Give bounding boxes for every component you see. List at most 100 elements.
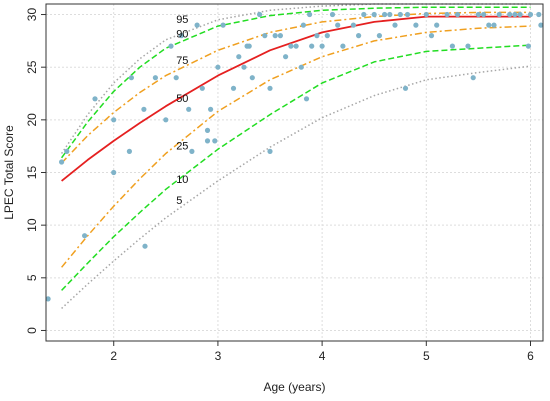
data-point bbox=[189, 148, 195, 154]
data-point bbox=[262, 33, 268, 39]
y-tick-label: 10 bbox=[25, 218, 39, 232]
y-tick-label: 25 bbox=[25, 60, 39, 74]
centile-curve-25 bbox=[61, 25, 531, 268]
data-point bbox=[382, 11, 388, 18]
data-point bbox=[404, 11, 411, 18]
centile-curves bbox=[60, 3, 531, 309]
data-point bbox=[491, 22, 497, 28]
y-tick-label: 0 bbox=[25, 327, 39, 334]
y-axis-label: LPEC Total Score bbox=[2, 125, 16, 220]
data-point bbox=[82, 233, 88, 239]
data-point bbox=[309, 43, 315, 49]
data-point bbox=[402, 85, 409, 91]
data-point bbox=[371, 11, 377, 18]
data-point bbox=[236, 54, 242, 60]
centile-label-10: 10 bbox=[176, 174, 188, 186]
data-point bbox=[324, 33, 330, 39]
y-axis: 0 5 10 15 20 25 30 bbox=[25, 8, 46, 334]
data-point bbox=[434, 22, 440, 28]
data-point bbox=[178, 33, 185, 39]
centile-curve-5 bbox=[61, 65, 531, 309]
data-point bbox=[303, 96, 310, 102]
data-point bbox=[283, 54, 289, 60]
data-point bbox=[444, 11, 450, 18]
data-point bbox=[111, 169, 117, 176]
data-point bbox=[92, 96, 98, 102]
centile-curve-90 bbox=[60, 6, 531, 159]
data-point bbox=[142, 243, 148, 249]
data-point bbox=[361, 11, 367, 18]
data-point bbox=[376, 33, 382, 39]
data-point bbox=[257, 11, 263, 18]
centile-curve-75 bbox=[61, 11, 531, 164]
data-point bbox=[387, 11, 393, 18]
data-point bbox=[246, 43, 252, 49]
data-point bbox=[329, 11, 336, 18]
y-tick-label: 20 bbox=[25, 113, 39, 127]
data-point bbox=[455, 11, 461, 18]
data-point bbox=[356, 33, 362, 39]
x-axis-label: Age (years) bbox=[263, 380, 325, 394]
data-point bbox=[536, 11, 542, 18]
data-point bbox=[413, 22, 419, 28]
data-point bbox=[507, 11, 513, 18]
data-point bbox=[449, 43, 455, 49]
data-point bbox=[111, 117, 117, 123]
centile-label-5: 5 bbox=[176, 195, 182, 207]
data-point bbox=[307, 11, 313, 18]
data-point bbox=[267, 148, 273, 154]
data-point bbox=[300, 22, 306, 28]
data-point bbox=[527, 11, 534, 18]
data-point bbox=[288, 43, 294, 49]
data-point bbox=[126, 148, 132, 154]
x-tick-label: 2 bbox=[110, 349, 117, 363]
data-point bbox=[481, 11, 487, 18]
data-point bbox=[538, 22, 544, 28]
data-point bbox=[475, 11, 481, 18]
data-point bbox=[241, 64, 247, 70]
centile-labels: 95 90 75 50 25 10 5 bbox=[176, 14, 188, 207]
x-tick-label: 3 bbox=[215, 349, 222, 363]
data-point bbox=[45, 296, 51, 302]
data-point bbox=[350, 22, 356, 28]
x-tick-label: 5 bbox=[423, 349, 430, 363]
data-point bbox=[525, 43, 532, 49]
data-point bbox=[230, 85, 237, 91]
data-point bbox=[277, 33, 283, 39]
centile-curve-50 bbox=[61, 15, 531, 182]
grid-lines bbox=[46, 4, 543, 341]
data-point bbox=[163, 117, 169, 123]
data-point bbox=[249, 75, 255, 81]
y-tick-label: 30 bbox=[25, 8, 39, 22]
data-point bbox=[397, 11, 403, 18]
data-point bbox=[512, 11, 518, 18]
data-point bbox=[199, 85, 205, 91]
data-point bbox=[496, 11, 502, 18]
data-point bbox=[194, 22, 200, 28]
data-point bbox=[340, 43, 346, 49]
data-point bbox=[335, 22, 341, 28]
data-point bbox=[220, 22, 226, 28]
data-point bbox=[215, 64, 221, 70]
data-points bbox=[45, 11, 544, 302]
data-point bbox=[465, 43, 471, 49]
data-point bbox=[293, 43, 299, 49]
data-point bbox=[517, 11, 523, 18]
data-point bbox=[392, 22, 398, 28]
centile-label-90: 90 bbox=[176, 29, 188, 41]
data-point bbox=[470, 75, 476, 81]
y-tick-label: 15 bbox=[25, 166, 39, 180]
data-point bbox=[59, 159, 65, 165]
data-point bbox=[208, 106, 214, 112]
data-point bbox=[319, 43, 325, 49]
data-point bbox=[152, 75, 158, 81]
centile-label-95: 95 bbox=[176, 14, 188, 26]
data-point bbox=[141, 106, 147, 112]
centile-label-25: 25 bbox=[176, 140, 188, 152]
data-point bbox=[314, 33, 320, 39]
data-point bbox=[267, 85, 273, 91]
centile-label-50: 50 bbox=[176, 93, 188, 105]
centile-curve-95 bbox=[60, 3, 531, 154]
data-point bbox=[64, 148, 70, 154]
